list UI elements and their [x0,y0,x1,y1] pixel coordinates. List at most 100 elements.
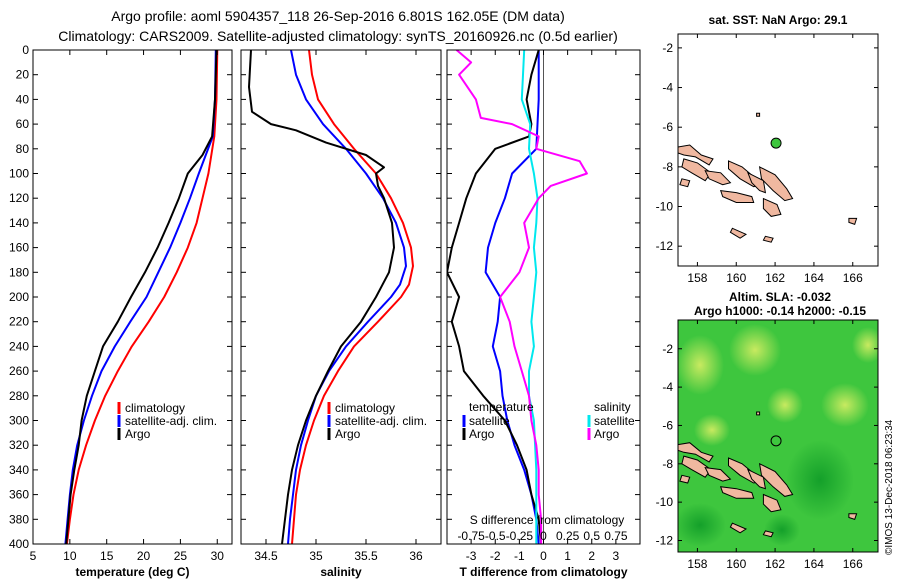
legend-label-s-argo: Argo [594,427,620,441]
sst-map-background [678,34,878,266]
island [762,493,782,513]
x-tick-label: 5 [30,549,37,563]
legend-label-satellite: satellite-adj. clim. [335,414,427,428]
top-tick-label: -0.75 [457,529,485,543]
x-tick-label: 30 [211,549,225,563]
top-tick-label: 0.5 [583,529,600,543]
series-line-satellite-salinity [520,50,539,544]
island [704,466,732,482]
x-tick-label: 10 [63,549,77,563]
series-group [447,50,588,544]
x-tick-label: 15 [100,549,114,563]
y-tick-label: 80 [16,142,30,156]
imos-watermark: ©IMOS 13-Dec-2018 06:23:34 [884,419,895,555]
x-tick-label: 34.5 [254,549,278,563]
top-tick-label: -0.25 [506,529,534,543]
y-tick-label: 20 [16,68,30,82]
y-tick-label: 140 [9,216,29,230]
y-tick-label: 240 [9,339,29,353]
island [762,235,774,243]
series-line-climatology [65,50,219,544]
x-tick-label: 35 [309,549,323,563]
salinity-panel: 34.5 35 35.5 36 salinity [240,49,442,579]
island [679,474,691,484]
y-tick-label: 260 [9,364,29,378]
series-line-climatology [291,50,414,544]
series-line-satellite-adj-clim [64,50,217,544]
sla-high-patch [767,387,803,423]
sla-heatmap [678,320,878,552]
x-axis-label: salinity [320,565,362,579]
sla-high-patch [678,335,724,395]
y-tick-label: 160 [9,241,29,255]
sla-map-axes: 158 160 162 164 166 -2 -4 -6 -8 -10 -12 [656,319,879,571]
map-frame [677,33,879,267]
y-tick-label: -6 [662,418,673,432]
island [729,522,748,534]
y-tick-label: -10 [656,200,674,214]
legend-label-t-satellite: satellite [469,414,510,428]
legend-label-t-argo: Argo [469,427,495,441]
y-tick-label: 400 [9,537,29,551]
y-tick-label: -12 [656,239,674,253]
temperature-panel: 5 10 15 20 25 3002040608010012014016018020022… [9,43,233,579]
x-tick-label: 36 [409,549,423,563]
x-tick-label: 2 [588,549,595,563]
x-tick-label: 166 [843,271,863,285]
x-tick-label: 0 [540,549,547,563]
x-tick-label: 160 [726,557,746,571]
x-tick-label: 164 [804,271,824,285]
argo-position-marker [770,435,782,447]
y-tick-label: 360 [9,488,29,502]
island [746,171,767,194]
sla-map-title-line1: Altim. SLA: -0.032 [729,290,831,304]
island [678,144,714,166]
x-tick-label: 160 [726,271,746,285]
series-group [248,50,414,544]
x-axis-label: T difference from climatology [459,565,627,579]
island [679,178,691,188]
y-tick-label: 280 [9,389,29,403]
y-tick-label: 0 [22,43,29,57]
y-tick-label: 320 [9,438,29,452]
sla-high-patch [694,414,730,446]
x-axis-label: temperature (deg C) [75,565,189,579]
island [758,166,794,202]
y-tick-label: -8 [662,160,673,174]
series-line-argo-salinity [455,50,588,544]
legend-label-argo: Argo [335,427,361,441]
s-difference-tick-labels: -0.75 -0.5 -0.25 0 0.25 0.5 0.75 [457,529,627,543]
y-tick-label: 120 [9,191,29,205]
y-tick-label: -8 [662,457,673,471]
sla-low-patch [786,440,854,520]
series-line-argo [248,50,395,544]
y-tick-label: 340 [9,463,29,477]
x-tick-label: 3 [613,549,620,563]
y-tick-label: 220 [9,315,29,329]
x-tick-label: 158 [687,271,707,285]
x-tick-label: -1 [514,549,525,563]
series-group [64,50,219,544]
sla-map-title-line2: Argo h1000: -0.14 h2000: -0.15 [694,304,866,318]
y-tick-label: 100 [9,167,29,181]
sla-low-patch [764,514,800,546]
island [848,217,858,226]
y-tick-label: -12 [656,533,674,547]
legend-title-salinity: salinity [594,400,631,414]
y-tick-label: -6 [662,120,673,134]
x-tick-label: -2 [490,549,501,563]
y-tick-label: -10 [656,495,674,509]
figure-title-line2: Climatology: CARS2009. Satellite-adjuste… [58,28,618,44]
series-line-argo-temperature [447,50,543,544]
y-tick-label: -2 [662,342,673,356]
island [762,197,782,217]
legend-title-temperature: temperature [469,400,534,414]
island [729,227,748,239]
figure-title-line1: Argo profile: aoml 5904357_118 26-Sep-20… [111,8,565,24]
sla-low-patch [678,503,726,547]
top-tick-label: 0.75 [604,529,628,543]
salinity-legend: climatology satellite-adj. clim. Argo [327,401,427,441]
series-line-satellite-temperature [484,50,540,544]
argo-position-marker [770,137,782,149]
